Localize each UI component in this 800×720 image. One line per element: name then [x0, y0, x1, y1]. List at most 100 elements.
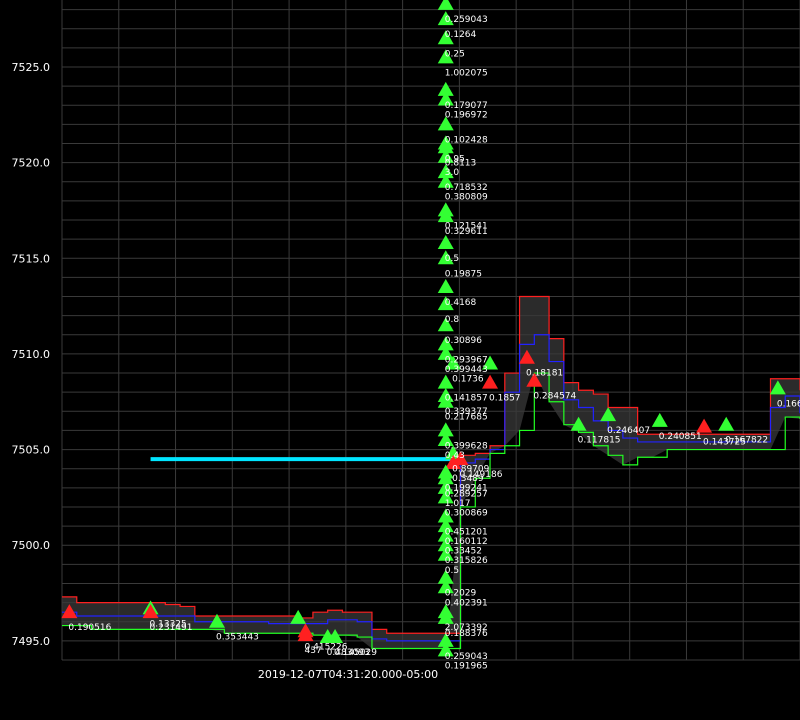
trade-marker-buy	[437, 296, 454, 311]
trade-label: 0.117815	[578, 436, 621, 446]
trade-marker-sell	[445, 454, 462, 469]
y-tick-label: 7510.0	[12, 348, 51, 361]
series-line-bid	[62, 372, 800, 650]
trade-marker-buy	[437, 518, 454, 533]
trade-marker-buy	[437, 537, 454, 552]
trade-marker-buy	[437, 579, 454, 594]
trade-label: 0.8113	[445, 158, 477, 168]
trade-label: 0.19875	[445, 269, 482, 279]
trade-marker-buy	[437, 479, 454, 494]
spread-fill	[62, 296, 800, 649]
trade-label: 0.289257	[445, 489, 488, 499]
trade-label: 0.13325	[150, 619, 187, 629]
trade-label: 0.196972	[445, 110, 488, 120]
trade-marker-buy	[437, 336, 454, 351]
trade-marker-sell	[482, 374, 499, 389]
trade-marker-buy	[437, 422, 454, 437]
trade-label: 0.199241	[445, 484, 488, 494]
trade-label: 0.5	[445, 566, 459, 576]
trade-marker-buy	[437, 470, 454, 485]
trade-label: 0.5	[445, 254, 459, 264]
spread-band	[62, 296, 800, 649]
trade-label: 0.1736	[452, 374, 484, 384]
trade-label: 2.073392	[445, 623, 488, 633]
trade-marker-buy	[437, 489, 454, 504]
trade-marker-buy	[437, 30, 454, 45]
trade-label: 0.1264	[445, 30, 477, 40]
trade-label: 0.718532	[445, 183, 488, 193]
trade-markers	[61, 0, 786, 657]
trade-marker-buy	[437, 148, 454, 163]
trade-label: 0.483093	[327, 648, 370, 658]
trade-marker-buy	[437, 49, 454, 64]
trade-label: 0.167822	[725, 436, 768, 446]
trade-marker-buy	[437, 81, 454, 96]
trade-marker-buy	[600, 407, 617, 422]
trade-marker-buy	[570, 416, 587, 431]
trade-label: 0.143725	[703, 438, 746, 448]
y-tick-label: 7495.0	[12, 635, 51, 648]
trade-label: 1.002075	[445, 68, 488, 78]
trade-marker-buy	[437, 250, 454, 265]
trade-label: 0.415226	[305, 642, 348, 652]
trade-marker-buy	[290, 609, 307, 624]
trade-marker-buy	[437, 609, 454, 624]
trade-marker-buy	[437, 0, 454, 10]
trade-marker-buy	[437, 374, 454, 389]
trade-label: 0.102428	[445, 135, 488, 145]
trade-marker-buy	[769, 380, 786, 395]
trade-marker-buy	[437, 91, 454, 106]
trade-label: 0.30896	[445, 336, 482, 346]
trade-label: 0.141857	[445, 394, 488, 404]
trade-label: 0.402391	[445, 598, 488, 608]
trade-label: 0.25	[445, 49, 465, 59]
trade-label: 0.353443	[216, 633, 259, 643]
trade-marker-buy	[437, 278, 454, 293]
trade-marker-buy	[437, 546, 454, 561]
trade-marker-buy	[437, 642, 454, 657]
trade-label: 0.4168	[445, 298, 477, 308]
trade-label: 0.380809	[445, 193, 488, 203]
trade-label: 0.43	[445, 451, 465, 461]
trade-marker-buy	[437, 164, 454, 179]
trade-label: 437	[305, 646, 322, 656]
y-tick-label: 7520.0	[12, 157, 51, 170]
trade-marker-buy	[437, 632, 454, 647]
trade-label: 0.190516	[68, 623, 111, 633]
y-tick-label: 7500.0	[12, 539, 51, 552]
trade-label: 0.191965	[445, 661, 488, 671]
trade-marker-buy	[437, 139, 454, 154]
trade-marker-buy	[718, 416, 735, 431]
trade-marker-buy	[437, 11, 454, 26]
trade-marker-sell	[142, 604, 159, 619]
trade-label: 0.231491	[150, 623, 193, 633]
trade-label: 3.0	[445, 168, 460, 178]
trade-marker-buy	[327, 629, 344, 644]
trade-label: 0.1857	[489, 394, 521, 404]
trade-label: 0.240851	[659, 432, 702, 442]
series-lines	[62, 295, 800, 650]
trade-label: 0.89709	[452, 464, 489, 474]
trade-marker-buy	[437, 116, 454, 131]
trade-label: 0.399628	[445, 441, 488, 451]
trade-label: 0.329611	[445, 227, 488, 237]
series-line-mid	[62, 334, 800, 642]
trade-label: 0.259043	[445, 652, 488, 662]
trade-label: 0.399443	[445, 365, 488, 375]
trade-label: 0.95	[445, 154, 465, 164]
trade-label: 0.300869	[445, 508, 488, 518]
trade-label: 0.179077	[445, 101, 488, 111]
trade-marker-buy	[437, 317, 454, 332]
trade-marker-buy	[437, 569, 454, 584]
trade-label: 0.33452	[445, 547, 482, 557]
y-axis: 7495.0 7500.0 7505.0 7510.0 7515.0 7520.0 7525…	[12, 61, 51, 648]
trade-label: 0.284574	[533, 392, 576, 402]
trade-label: 0.3489	[452, 474, 484, 484]
trade-marker-buy	[437, 508, 454, 523]
trade-marker-buy	[437, 345, 454, 360]
y-tick-label: 7525.0	[12, 61, 51, 74]
series-line-ask	[62, 295, 800, 634]
trade-marker-buy	[437, 234, 454, 249]
trade-label: 0.293967	[445, 355, 488, 365]
